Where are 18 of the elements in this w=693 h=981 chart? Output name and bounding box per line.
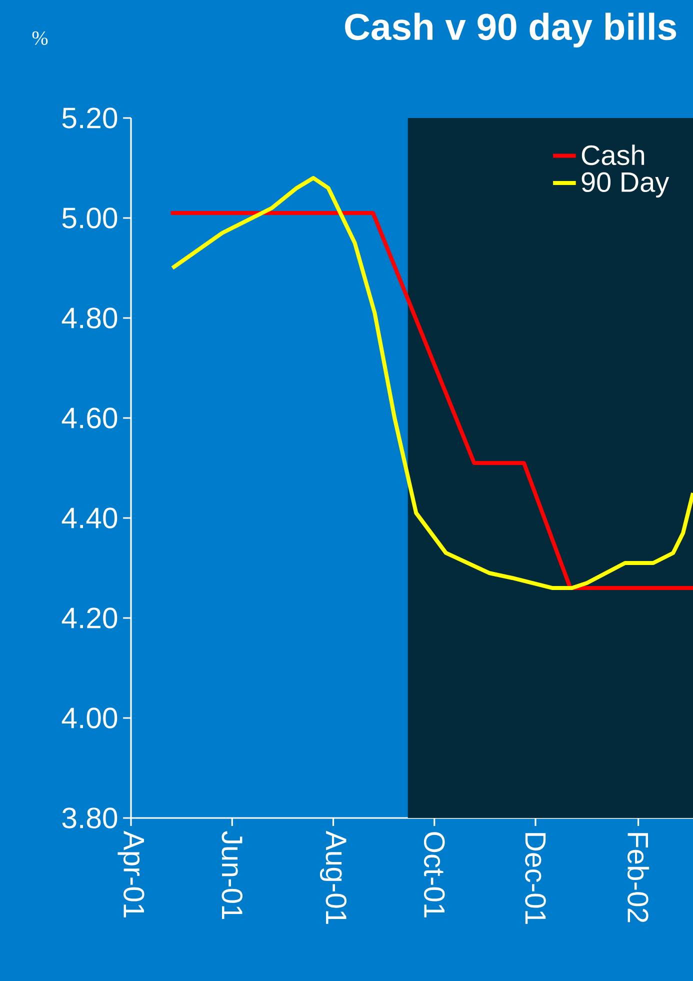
x-tick-label: Jun-01 — [222, 831, 243, 919]
y-tick-label: 5.20 — [62, 108, 118, 128]
y-tick-label: 4.40 — [62, 508, 118, 528]
x-tick-label: Dec-01 — [525, 833, 546, 924]
x-tick-label: Oct-01 — [424, 832, 445, 918]
x-tick-label: Feb-02 — [628, 833, 650, 922]
legend-label: Cash — [582, 144, 644, 166]
y-tick-label: 4.00 — [62, 708, 118, 728]
x-tick-label: Aug-01 — [320, 830, 347, 924]
y-tick-label: 4.20 — [62, 608, 118, 628]
legend-label: 90 Day — [582, 172, 670, 198]
y-axis-title: % — [32, 31, 48, 45]
y-tick-label: 3.80 — [62, 808, 118, 828]
y-tick-label: 4.60 — [62, 408, 118, 428]
y-tick-label: 5.00 — [62, 208, 118, 228]
y-tick-label: 4.80 — [62, 308, 118, 328]
chart-title: Cash v 90 day bills — [345, 12, 676, 48]
x-tick-label: Apr-01 — [118, 830, 144, 918]
